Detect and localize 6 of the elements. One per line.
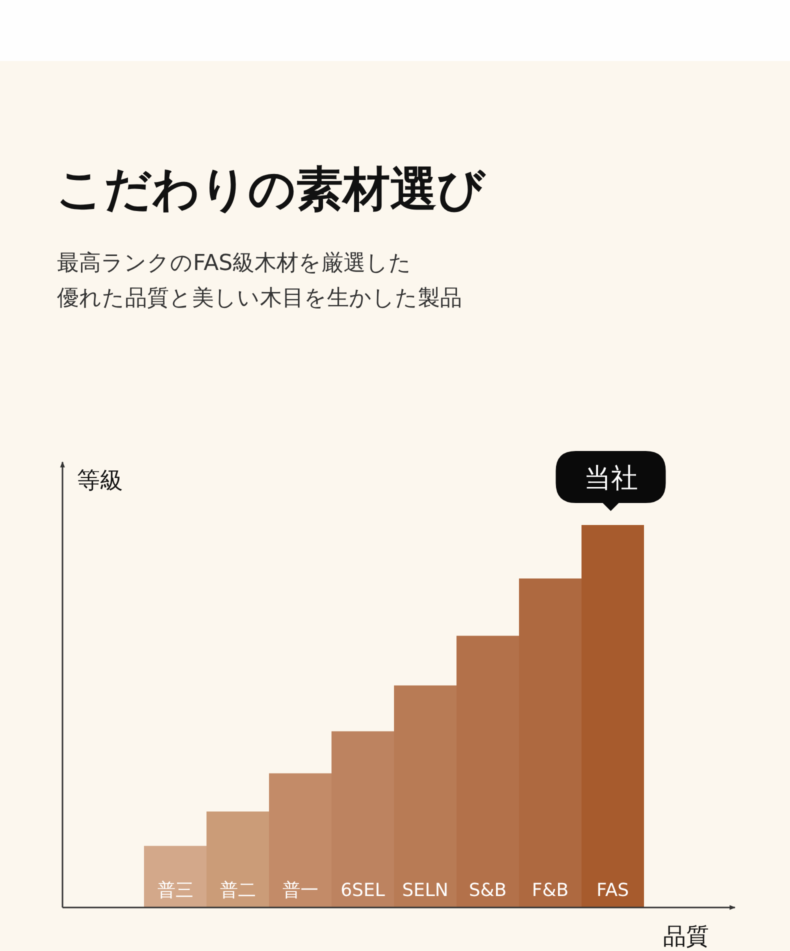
ylabel: 等級 (77, 468, 123, 494)
annotation: 優れた品質と美しい木目を生かした製品 (57, 286, 462, 311)
subtitle: 最高ランクのFAS級木材を厳選した (57, 251, 412, 276)
xlabel: 品質 (663, 924, 709, 950)
title: こだわりの素材選び (56, 162, 485, 217)
annotation: 当社 (584, 463, 638, 494)
